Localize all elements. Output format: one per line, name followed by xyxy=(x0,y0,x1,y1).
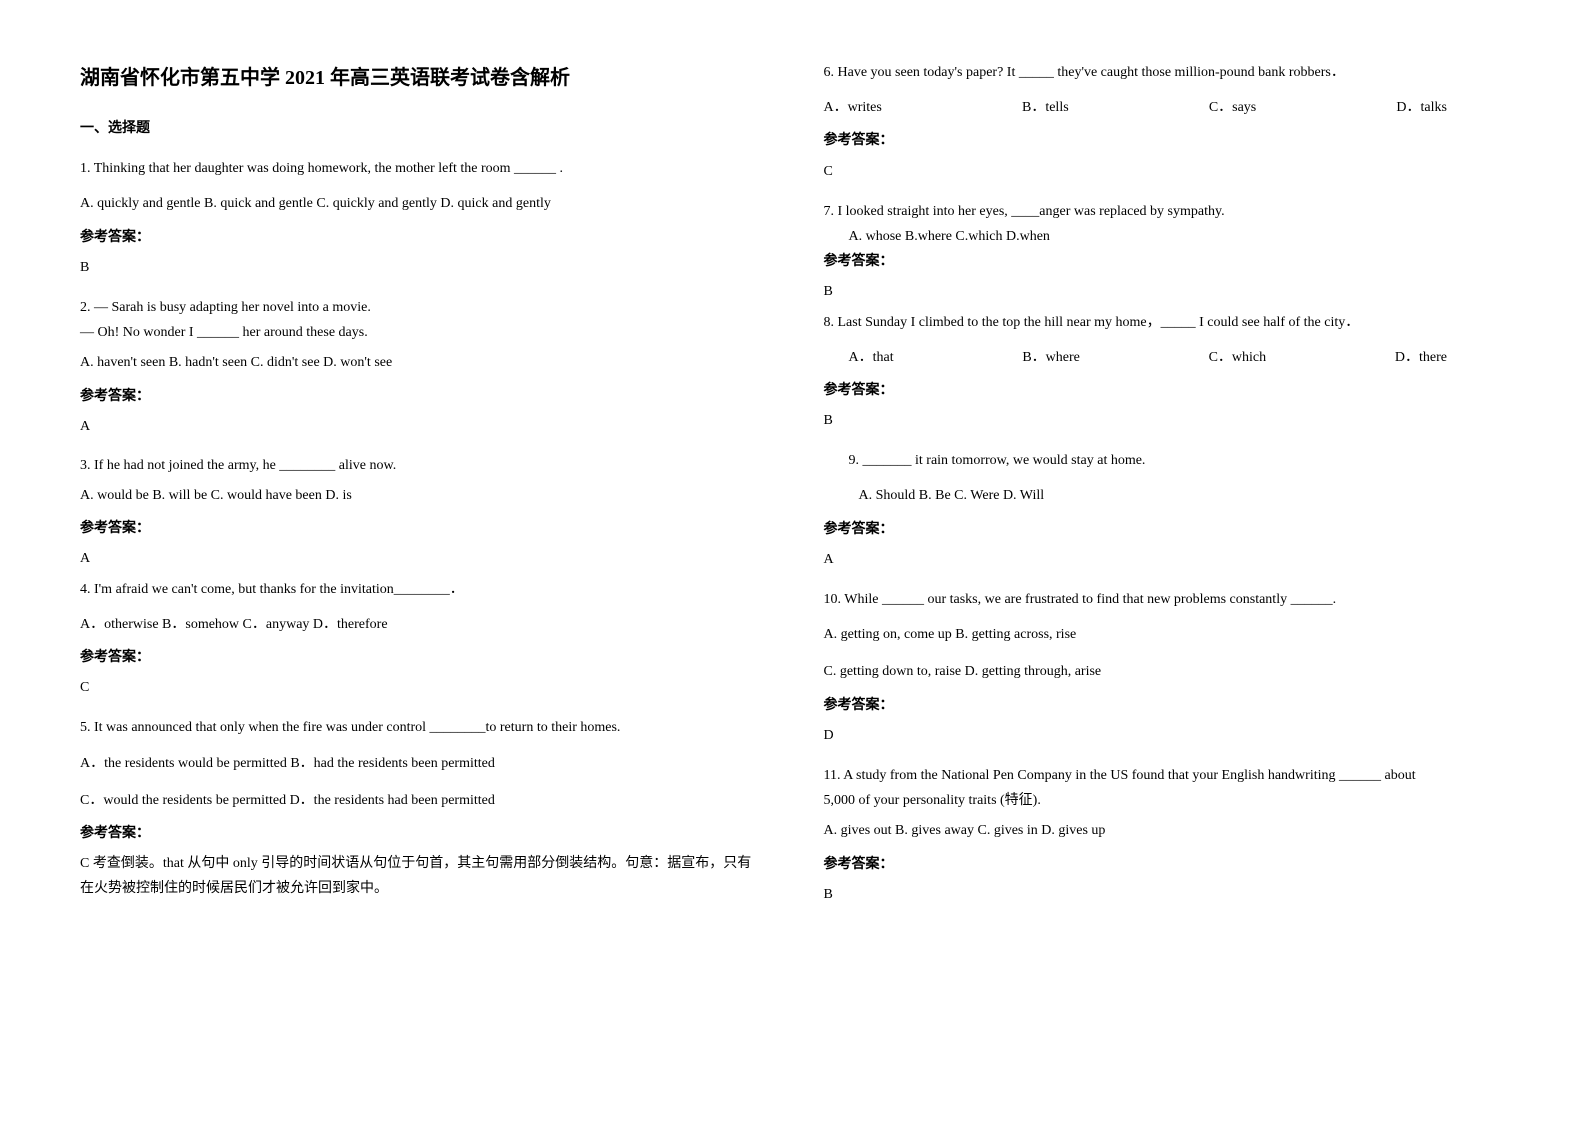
q10-answer: D xyxy=(824,723,1508,748)
question-2: 2. — Sarah is busy adapting her novel in… xyxy=(80,295,764,439)
q9-options: A. Should B. Be C. Were D. Will xyxy=(824,483,1508,508)
q6-opt-a: A．writes xyxy=(824,95,882,120)
q5-options-1: A．the residents would be permitted B．had… xyxy=(80,751,764,776)
question-11: 11. A study from the National Pen Compan… xyxy=(824,763,1508,907)
q2-answer-label: 参考答案： xyxy=(80,384,764,409)
q9-text: 9. _______ it rain tomorrow, we would st… xyxy=(824,448,1508,473)
q4-answer: C xyxy=(80,675,764,700)
q10-answer-label: 参考答案： xyxy=(824,693,1508,718)
question-5: 5. It was announced that only when the f… xyxy=(80,715,764,901)
q5-answer: C 考查倒装。that 从句中 only 引导的时间状语从句位于句首，其主句需用… xyxy=(80,851,764,901)
q8-opt-c: C．which xyxy=(1209,345,1267,370)
q1-text: 1. Thinking that her daughter was doing … xyxy=(80,156,764,181)
q3-text: 3. If he had not joined the army, he ___… xyxy=(80,453,764,478)
question-8: 8. Last Sunday I climbed to the top the … xyxy=(824,310,1508,434)
q6-answer-label: 参考答案： xyxy=(824,128,1508,153)
q2-line1: 2. — Sarah is busy adapting her novel in… xyxy=(80,295,764,320)
question-6: 6. Have you seen today's paper? It _____… xyxy=(824,60,1508,184)
q7-answer: B xyxy=(824,279,1508,304)
q10-text: 10. While ______ our tasks, we are frust… xyxy=(824,587,1508,612)
q8-text: 8. Last Sunday I climbed to the top the … xyxy=(824,310,1508,335)
q6-opt-b: B．tells xyxy=(1022,95,1069,120)
q11-options: A. gives out B. gives away C. gives in D… xyxy=(824,818,1508,843)
q3-options: A. would be B. will be C. would have bee… xyxy=(80,483,764,508)
q10-options-2: C. getting down to, raise D. getting thr… xyxy=(824,659,1508,684)
question-1: 1. Thinking that her daughter was doing … xyxy=(80,156,764,280)
q7-options: A. whose B.where C.which D.when xyxy=(824,224,1508,249)
left-column: 湖南省怀化市第五中学 2021 年高三英语联考试卷含解析 一、选择题 1. Th… xyxy=(80,60,764,922)
q11-answer: B xyxy=(824,882,1508,907)
q6-opt-d: D．talks xyxy=(1396,95,1447,120)
q6-opt-c: C．says xyxy=(1209,95,1256,120)
question-9: 9. _______ it rain tomorrow, we would st… xyxy=(824,448,1508,572)
q4-text: 4. I'm afraid we can't come, but thanks … xyxy=(80,577,764,602)
question-10: 10. While ______ our tasks, we are frust… xyxy=(824,587,1508,748)
q6-options: A．writes B．tells C．says D．talks xyxy=(824,95,1508,120)
q11-line1: 11. A study from the National Pen Compan… xyxy=(824,763,1508,788)
q8-opt-b: B．where xyxy=(1022,345,1080,370)
q7-answer-label: 参考答案： xyxy=(824,249,1508,274)
q2-options: A. haven't seen B. hadn't seen C. didn't… xyxy=(80,350,764,375)
q8-answer-label: 参考答案： xyxy=(824,378,1508,403)
document-title: 湖南省怀化市第五中学 2021 年高三英语联考试卷含解析 xyxy=(80,60,764,96)
q3-answer: A xyxy=(80,546,764,571)
q5-options-2: C．would the residents be permitted D．the… xyxy=(80,788,764,813)
q8-answer: B xyxy=(824,408,1508,433)
q7-text: 7. I looked straight into her eyes, ____… xyxy=(824,199,1508,224)
q11-line2: 5,000 of your personality traits (特征). xyxy=(824,788,1508,813)
q5-text: 5. It was announced that only when the f… xyxy=(80,715,764,740)
q3-answer-label: 参考答案： xyxy=(80,516,764,541)
q9-answer-label: 参考答案： xyxy=(824,517,1508,542)
q5-answer-label: 参考答案： xyxy=(80,821,764,846)
question-4: 4. I'm afraid we can't come, but thanks … xyxy=(80,577,764,701)
section-header: 一、选择题 xyxy=(80,116,764,141)
q8-options: A．that B．where C．which D．there xyxy=(824,345,1508,370)
q8-opt-d: D．there xyxy=(1395,345,1447,370)
q4-answer-label: 参考答案： xyxy=(80,645,764,670)
q1-answer-label: 参考答案： xyxy=(80,225,764,250)
question-3: 3. If he had not joined the army, he ___… xyxy=(80,453,764,572)
q6-text: 6. Have you seen today's paper? It _____… xyxy=(824,60,1508,85)
question-7: 7. I looked straight into her eyes, ____… xyxy=(824,199,1508,305)
q4-options: A．otherwise B．somehow C．anyway D．therefo… xyxy=(80,612,764,637)
q6-answer: C xyxy=(824,159,1508,184)
q1-answer: B xyxy=(80,255,764,280)
q2-answer: A xyxy=(80,414,764,439)
q8-opt-a: A．that xyxy=(849,345,894,370)
q2-line2: — Oh! No wonder I ______ her around thes… xyxy=(80,320,764,345)
right-column: 6. Have you seen today's paper? It _____… xyxy=(824,60,1508,922)
q9-answer: A xyxy=(824,547,1508,572)
q10-options-1: A. getting on, come up B. getting across… xyxy=(824,622,1508,647)
q11-answer-label: 参考答案： xyxy=(824,852,1508,877)
q1-options: A. quickly and gentle B. quick and gentl… xyxy=(80,191,764,216)
